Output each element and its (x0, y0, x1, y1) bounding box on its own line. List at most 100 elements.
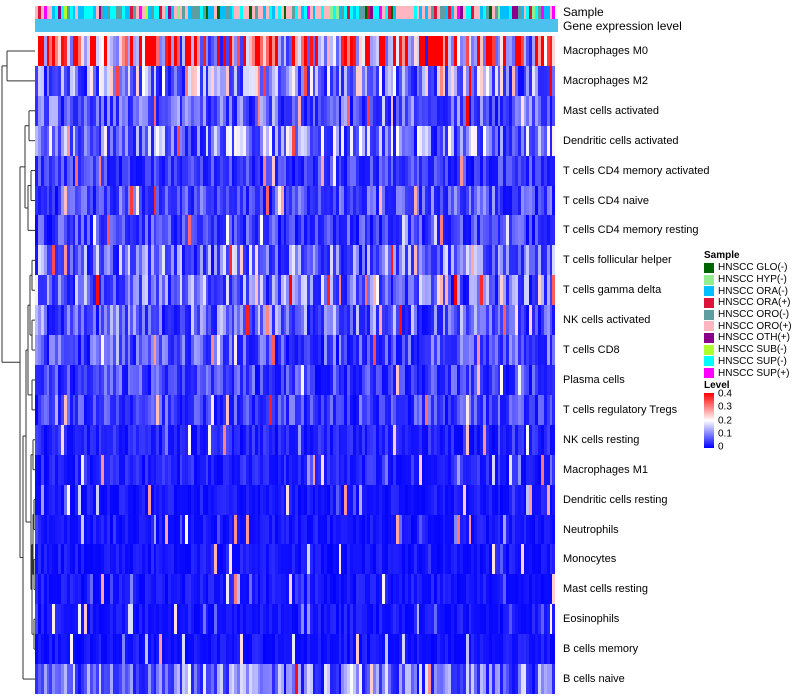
heatmap-cell (480, 514, 484, 545)
heatmap-cell (324, 95, 327, 126)
heatmap-cell (540, 574, 544, 605)
heatmap-cell (121, 574, 125, 605)
heatmap-cell (173, 335, 177, 365)
heatmap-cell (433, 574, 437, 605)
heatmap-cell (254, 36, 258, 66)
heatmap-cell (468, 664, 472, 694)
heatmap-cell (188, 65, 192, 96)
heatmap-cell (81, 155, 85, 186)
heatmap-cell (144, 544, 148, 575)
heatmap-cell (84, 484, 88, 515)
heatmap-cell (78, 544, 82, 575)
heatmap-cell (526, 544, 530, 575)
sample-annotation-cell (474, 6, 478, 19)
heatmap-cell (312, 544, 316, 575)
heatmap-cell (477, 65, 481, 96)
heatmap-cell (63, 275, 67, 306)
heatmap-cell (358, 574, 362, 605)
heatmap-cell (115, 664, 119, 694)
heatmap-cell (324, 664, 327, 694)
heatmap-cell (133, 185, 137, 216)
heatmap-cell (491, 574, 495, 605)
heatmap-cell (321, 185, 325, 216)
heatmap-cell (260, 544, 264, 575)
heatmap-cell (350, 155, 353, 186)
heatmap-cell (35, 394, 38, 425)
heatmap-cell (329, 65, 333, 96)
sample-annotation-cell (387, 6, 391, 19)
sample-annotation-cell (193, 6, 197, 19)
heatmap-cell (246, 305, 249, 336)
heatmap-cell (549, 305, 553, 336)
heatmap-cell (480, 125, 484, 156)
heatmap-cell (225, 245, 229, 276)
heatmap-cell (393, 604, 397, 635)
heatmap-cell (491, 484, 495, 515)
row-label: T cells CD8 (563, 344, 620, 357)
heatmap-cell (523, 335, 527, 365)
heatmap-cell (445, 215, 449, 246)
heatmap-cell (355, 335, 359, 365)
heatmap-cell (390, 424, 394, 455)
heatmap-cell (248, 245, 252, 276)
heatmap-cell (52, 335, 56, 365)
heatmap-cell (347, 484, 351, 515)
heatmap-cell (115, 394, 119, 425)
heatmap-cell (141, 454, 145, 485)
heatmap-cell (517, 454, 521, 485)
heatmap-cell (179, 424, 183, 455)
sample-annotation-cell (263, 6, 267, 19)
sample-annotation-cell (225, 6, 229, 19)
heatmap-cell (387, 36, 391, 66)
sample-annotation-cell (147, 6, 151, 19)
heatmap-cell (121, 604, 125, 635)
heatmap-cell (205, 155, 209, 186)
heatmap-cell (399, 514, 403, 545)
heatmap-cell (410, 424, 414, 455)
heatmap-cell (208, 65, 212, 96)
heatmap-cell (370, 604, 374, 635)
heatmap-cell (188, 604, 192, 635)
heatmap-cell (118, 275, 122, 306)
heatmap-cell (280, 634, 284, 665)
heatmap-cell (537, 664, 541, 694)
heatmap-cell (248, 335, 252, 365)
heatmap-cell (188, 484, 192, 515)
heatmap-cell (419, 95, 423, 126)
heatmap-cell (240, 185, 244, 216)
heatmap-cell (237, 454, 241, 485)
heatmap-cell (506, 305, 510, 336)
heatmap-cell (413, 454, 417, 485)
heatmap-cell (61, 394, 64, 425)
heatmap-cell (246, 544, 249, 575)
heatmap-cell (49, 544, 53, 575)
heatmap-cell (393, 65, 397, 96)
heatmap-cell (69, 275, 73, 306)
heatmap-cell (396, 185, 400, 216)
heatmap-cell (107, 245, 111, 276)
heatmap-cell (448, 215, 452, 246)
heatmap-cell (468, 454, 472, 485)
heatmap-cell (251, 365, 255, 395)
heatmap-cell (202, 484, 206, 515)
heatmap-cell (462, 335, 466, 365)
heatmap-cell (266, 245, 270, 276)
sample-legend-title: Sample (704, 250, 740, 261)
heatmap-cell (257, 245, 261, 276)
heatmap-cell (266, 664, 270, 694)
heatmap-cell (127, 484, 131, 515)
heatmap-cell (355, 484, 359, 515)
heatmap-cell (274, 574, 278, 605)
heatmap-cell (295, 335, 299, 365)
heatmap-cell (448, 65, 452, 96)
heatmap-cell (384, 664, 388, 694)
heatmap-cell (292, 634, 296, 665)
heatmap-cell (37, 454, 41, 485)
heatmap-cell (121, 305, 125, 336)
heatmap-cell (237, 394, 241, 425)
heatmap-cell (529, 36, 533, 66)
heatmap-cell (500, 634, 504, 665)
heatmap-cell (491, 36, 495, 66)
heatmap-cell (306, 305, 310, 336)
heatmap-cell (130, 574, 134, 605)
